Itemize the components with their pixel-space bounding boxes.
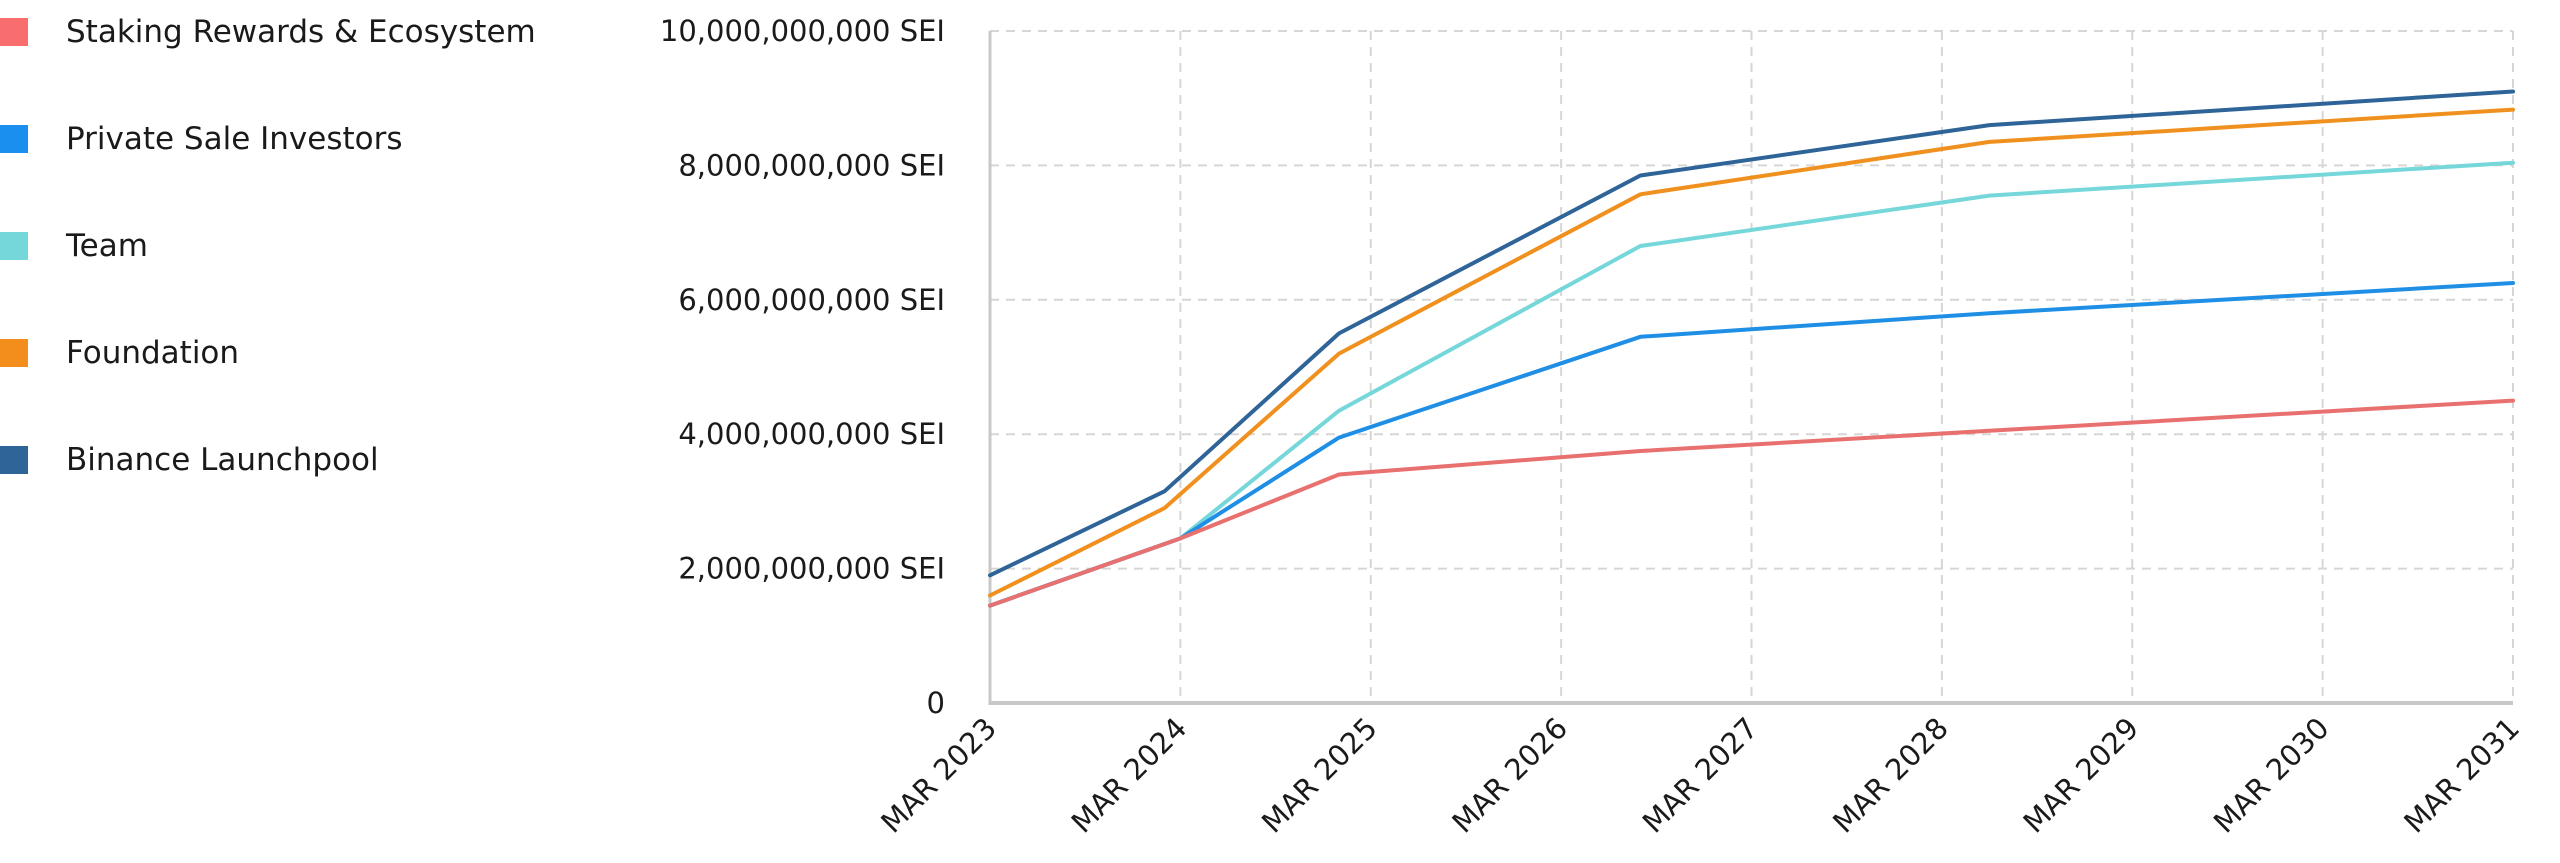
series-line-staking-rewards-ecosystem bbox=[988, 398, 2515, 608]
x-tick-label: MAR 2026 bbox=[1445, 711, 1574, 840]
y-tick-label: 2,000,000,000 SEI bbox=[678, 552, 945, 586]
y-tick-label: 8,000,000,000 SEI bbox=[678, 148, 945, 182]
legend-item-team[interactable]: Team bbox=[0, 226, 148, 266]
legend-label: Private Sale Investors bbox=[66, 121, 403, 157]
x-tick-label: MAR 2025 bbox=[1255, 711, 1384, 840]
series-line-foundation bbox=[988, 107, 2515, 598]
legend-label: Foundation bbox=[66, 335, 240, 371]
legend-swatch bbox=[0, 232, 28, 260]
legend-swatch bbox=[0, 125, 28, 153]
x-tick-label: MAR 2031 bbox=[2397, 711, 2526, 840]
x-tick-label: MAR 2028 bbox=[1826, 711, 1955, 840]
axes bbox=[988, 31, 2513, 705]
y-tick-label: 0 bbox=[927, 686, 945, 720]
legend-item-staking-rewards[interactable]: Staking Rewards & Ecosystem bbox=[0, 12, 536, 52]
y-tick-label: 4,000,000,000 SEI bbox=[678, 417, 945, 451]
x-axis-ticks: MAR 2023 MAR 2024 MAR 2025 MAR 2026 MAR 2027… bbox=[874, 711, 2526, 840]
x-tick-label: MAR 2023 bbox=[874, 711, 1003, 840]
x-tick-label: MAR 2029 bbox=[2016, 711, 2145, 840]
y-tick-label: 10,000,000,000 SEI bbox=[660, 14, 945, 48]
legend-label: Team bbox=[66, 228, 148, 264]
x-tick-label: MAR 2024 bbox=[1065, 711, 1194, 840]
legend-item-binance-launchpool[interactable]: Binance Launchpool bbox=[0, 440, 379, 480]
x-tick-label: MAR 2027 bbox=[1636, 711, 1765, 840]
legend-item-foundation[interactable]: Foundation bbox=[0, 333, 239, 373]
legend: Staking Rewards & Ecosystem Private Sale… bbox=[0, 0, 600, 520]
grid bbox=[990, 30, 2514, 703]
series-lines bbox=[988, 89, 2515, 608]
y-axis-ticks: 0 2,000,000,000 SEI 4,000,000,000 SEI 6,000… bbox=[660, 14, 945, 720]
x-tick-label: MAR 2030 bbox=[2207, 711, 2336, 840]
series-line-binance-launchpool bbox=[988, 89, 2515, 578]
legend-label: Binance Launchpool bbox=[66, 442, 379, 478]
legend-swatch bbox=[0, 339, 28, 367]
legend-label: Staking Rewards & Ecosystem bbox=[66, 14, 536, 50]
legend-item-private-sale[interactable]: Private Sale Investors bbox=[0, 119, 403, 159]
legend-swatch bbox=[0, 18, 28, 46]
legend-swatch bbox=[0, 446, 28, 474]
y-tick-label: 6,000,000,000 SEI bbox=[678, 283, 945, 317]
